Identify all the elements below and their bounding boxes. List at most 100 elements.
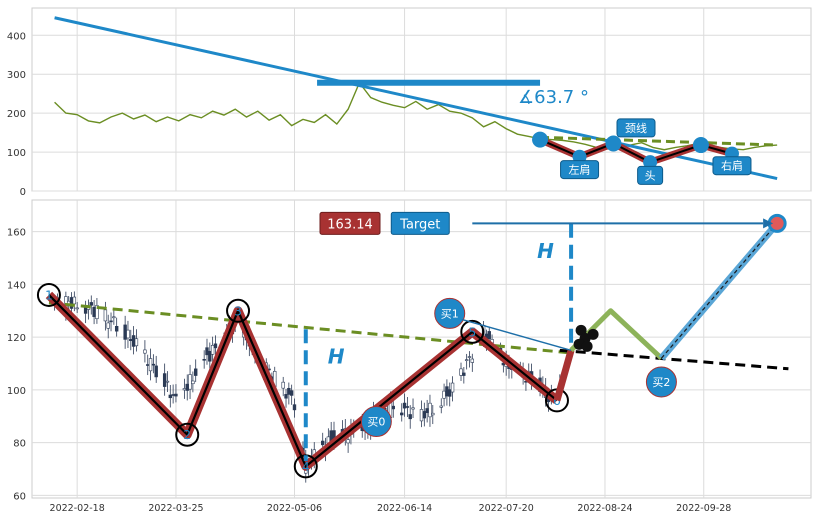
- candle-body: [89, 302, 93, 306]
- pattern-label: 右肩: [721, 159, 743, 173]
- candle-body: [69, 297, 74, 309]
- pivot-label: 4: [302, 460, 310, 474]
- candle-body: [126, 329, 130, 339]
- candle-body: [289, 390, 294, 396]
- candle-body: [182, 388, 187, 391]
- candle-body: [106, 322, 110, 329]
- candle-body: [487, 331, 491, 340]
- breakout-band: [553, 349, 575, 402]
- pivot-circle: [175, 422, 200, 447]
- candle-body: [284, 394, 288, 399]
- y-tick-label: 60: [13, 491, 26, 502]
- candle-body: [131, 335, 136, 347]
- breakout-dot: [587, 328, 599, 340]
- candle-body: [411, 407, 415, 410]
- candle-body: [470, 358, 475, 363]
- candle-body: [146, 364, 150, 366]
- pivot-label: 3: [234, 304, 242, 318]
- candle-body: [151, 363, 156, 366]
- x-tick-label: 2022-05-06: [267, 503, 322, 514]
- candle-body: [442, 390, 446, 399]
- candle-body: [462, 372, 466, 376]
- candle-body: [400, 412, 404, 416]
- top-panel: 0 100 200 300 400 ∡63.7 ° 左肩 头 右肩 颈线: [7, 7, 812, 198]
- pattern-label: 颈线: [625, 121, 647, 135]
- candle-body: [162, 373, 167, 387]
- candle-body: [292, 404, 297, 411]
- pattern-label-box: [616, 118, 656, 138]
- buy-signal-marker: [645, 366, 677, 398]
- y-tick-label: 160: [7, 228, 26, 239]
- y-tick-label: 200: [7, 109, 26, 120]
- trend-line: [54, 16, 778, 181]
- y-tick-label: 80: [13, 439, 26, 450]
- candle-body: [72, 296, 77, 305]
- x-tick-label: 2022-03-25: [148, 503, 203, 514]
- candle-body: [191, 380, 195, 385]
- candle-body: [402, 402, 407, 409]
- candle-body: [428, 402, 432, 418]
- candle-body: [391, 405, 395, 410]
- y-tick-label: 0: [20, 187, 26, 198]
- pivot-circle: [36, 282, 61, 307]
- candle-body: [109, 320, 113, 323]
- pattern-label-box: [712, 156, 752, 176]
- candle-body: [134, 338, 139, 347]
- candle-body: [165, 380, 170, 383]
- target-value-label: 163.14: [327, 217, 373, 232]
- candle-body: [129, 338, 133, 342]
- candle-body: [405, 406, 410, 408]
- pattern-point: [643, 155, 658, 170]
- candle-body: [425, 408, 429, 414]
- candle-body: [210, 344, 215, 355]
- x-tick-label: 2022-06-14: [377, 503, 432, 514]
- zigzag-line: [48, 294, 558, 469]
- candle-body: [213, 343, 218, 349]
- pivot-circle: [460, 319, 485, 344]
- candle-body: [112, 316, 116, 319]
- pivot-circle: [226, 298, 251, 323]
- candle-body: [467, 356, 472, 358]
- candle-body: [103, 309, 108, 322]
- pattern-label-box: [560, 160, 600, 180]
- pattern-point: [532, 131, 549, 148]
- height-label: H: [328, 345, 345, 369]
- pattern-label: 头: [645, 169, 656, 182]
- x-tick-label: 2022-02-18: [50, 503, 105, 514]
- pattern-label-box: [637, 165, 664, 185]
- candle-body: [445, 386, 449, 397]
- neckline-dashed: [539, 135, 778, 147]
- candle-body: [448, 389, 452, 397]
- height-label: H: [537, 239, 554, 263]
- projection-line-dashed: [660, 222, 778, 359]
- buy-signal-label: 买2: [652, 376, 670, 389]
- candle-body: [75, 307, 79, 310]
- x-tick-label: 2022-09-28: [676, 503, 731, 514]
- candle-body: [154, 365, 158, 378]
- x-tick-label: 2022-07-20: [479, 503, 534, 514]
- candle-body: [431, 412, 435, 416]
- candle-body: [439, 405, 443, 408]
- candle-body: [123, 324, 127, 340]
- candle-body: [92, 306, 96, 317]
- extension-line-dashed: [559, 348, 789, 371]
- buy-signal-marker: [360, 406, 392, 438]
- breakout-dot: [581, 340, 593, 352]
- pivot-label: 6: [553, 394, 561, 408]
- candle-body: [321, 440, 325, 446]
- candle-body: [194, 368, 198, 376]
- candle-body: [287, 387, 291, 395]
- y-tick-label: 100: [7, 148, 26, 159]
- plot-frame: [31, 199, 812, 499]
- candle-body: [174, 393, 178, 397]
- candle-body: [188, 374, 192, 390]
- bottom-panel: 60 80 100 120 140 160 2022-02-18 2022-03-25 2022…: [7, 199, 812, 514]
- y-tick-label: 140: [7, 280, 26, 291]
- candle-body: [422, 411, 427, 419]
- buy-signal-label: 买0: [367, 416, 385, 429]
- pattern-point: [692, 137, 709, 154]
- candle-body: [148, 358, 153, 372]
- candle-body: [185, 383, 189, 391]
- buy-signal-marker: [434, 297, 466, 329]
